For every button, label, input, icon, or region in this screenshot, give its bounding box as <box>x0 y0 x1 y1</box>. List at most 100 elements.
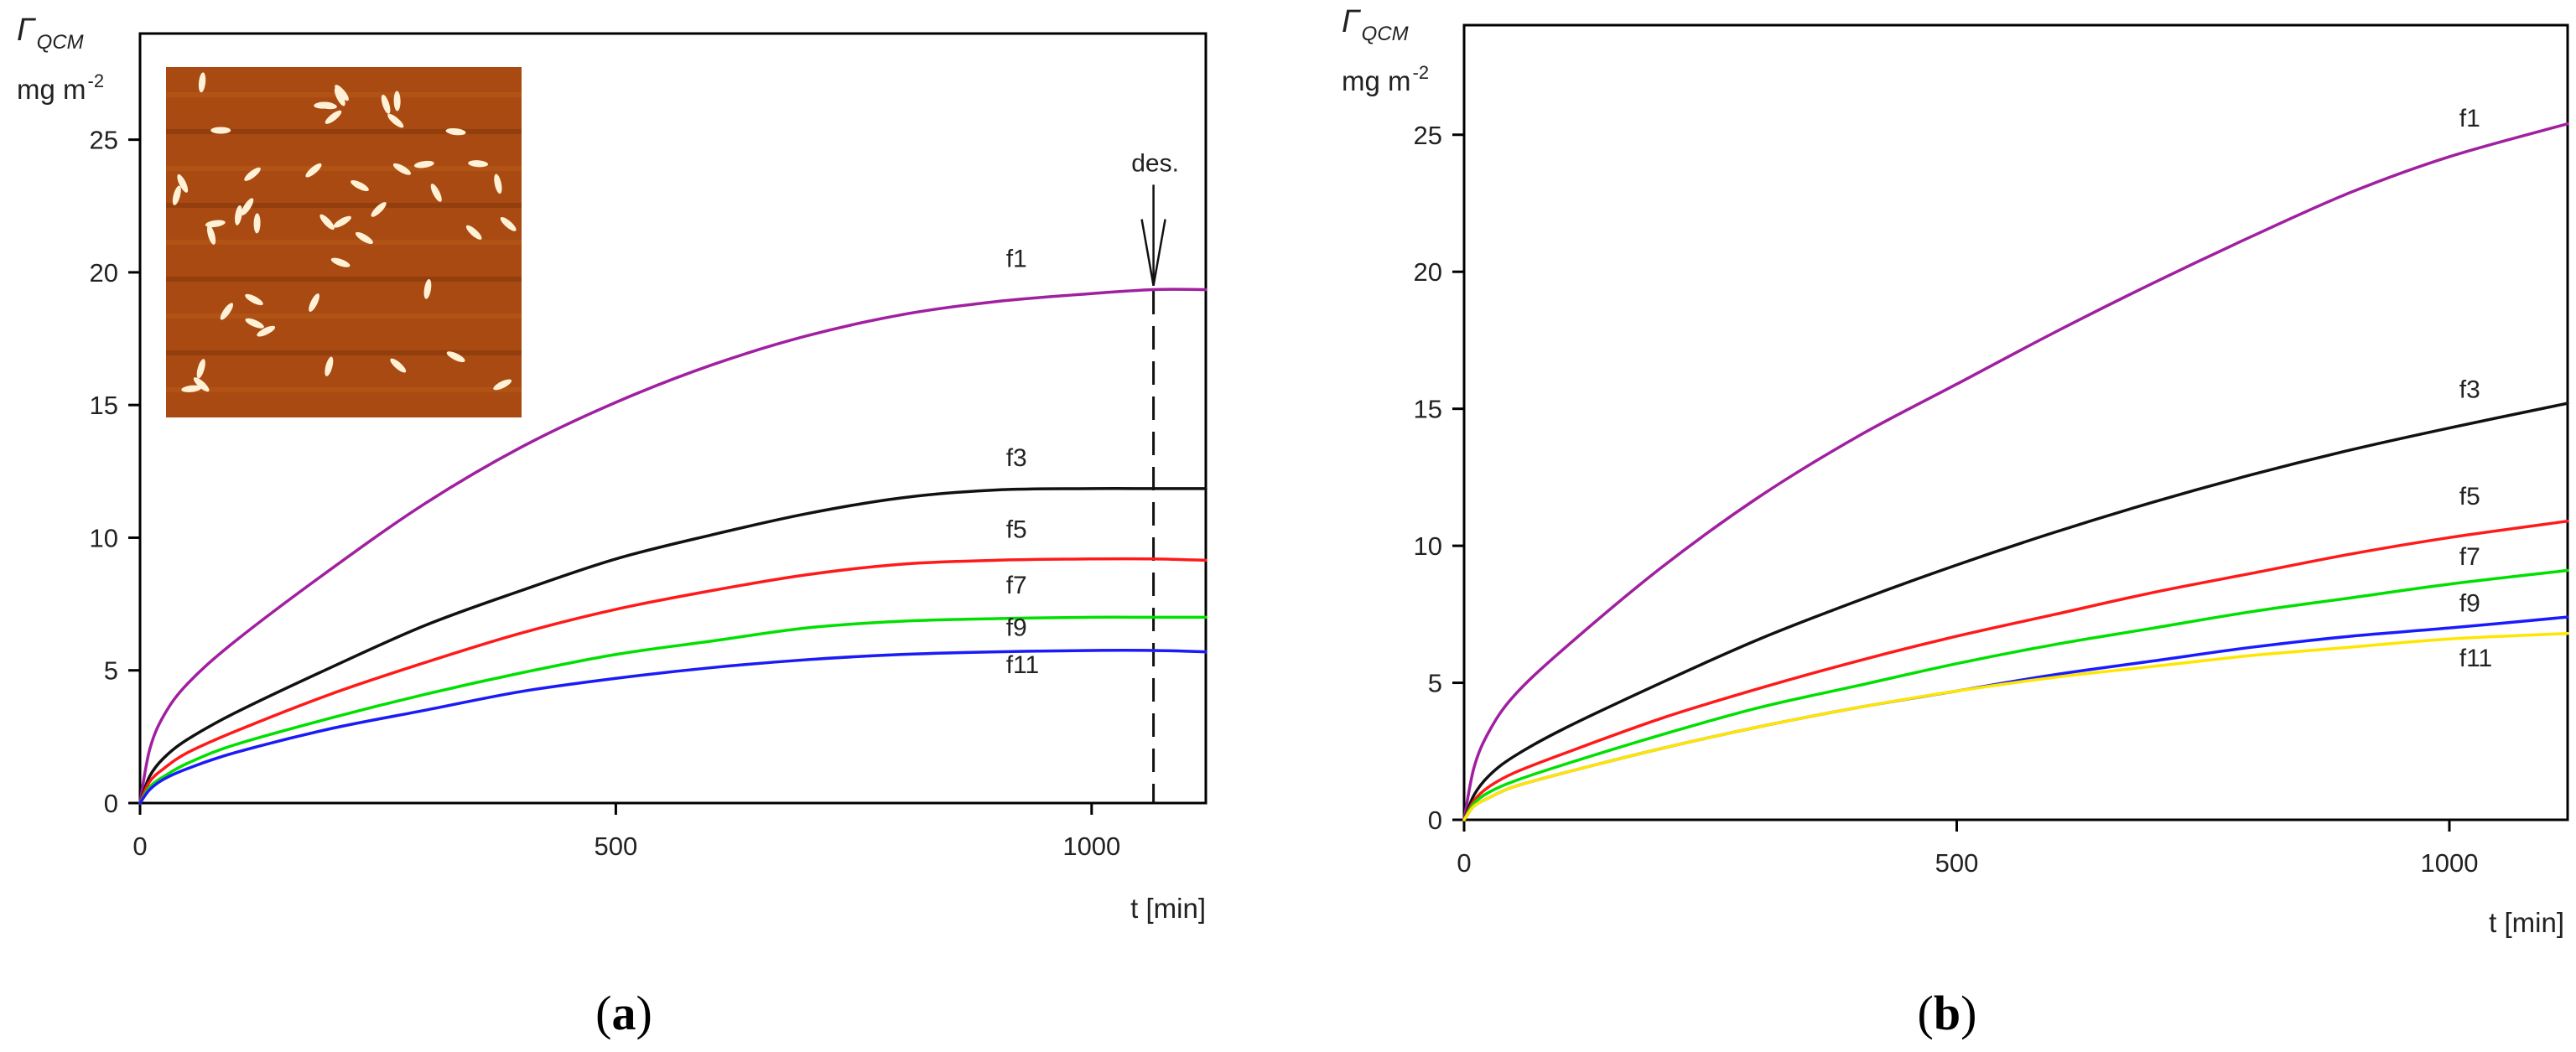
inset-particle <box>172 185 181 205</box>
inset-afm-image <box>166 67 522 417</box>
y-tick-label: 20 <box>1414 257 1442 287</box>
inset-particle <box>392 163 412 175</box>
y-axis-subscript: QCM <box>37 31 84 54</box>
inset-particle <box>371 202 387 217</box>
y-tick-label: 25 <box>1414 121 1442 150</box>
series-label-f1: f1 <box>1006 246 1027 273</box>
inset-particle <box>235 205 242 225</box>
inset-scan-line <box>166 314 522 319</box>
desorption-annotation: des. <box>1131 150 1179 178</box>
series-line-f11 <box>1462 631 2569 821</box>
y-axis-symbol: Γ <box>1342 4 1362 39</box>
inset-particle <box>244 167 261 181</box>
inset-particle <box>445 127 466 136</box>
series-line-f1 <box>1462 122 2569 821</box>
inset-particle <box>196 359 205 379</box>
series-line-f9 <box>1462 615 2569 821</box>
x-tick-label: 1000 <box>2421 848 2479 878</box>
inset-particle <box>253 213 261 234</box>
x-axis-label: t [min] <box>2489 907 2564 938</box>
inset-particle <box>325 356 334 376</box>
y-tick-label: 5 <box>1428 669 1442 698</box>
y-axis-label-symbol: ΓQCM <box>17 13 84 54</box>
y-axis-units-exponent: -2 <box>88 70 105 91</box>
inset-scan-line <box>166 129 522 134</box>
inset-particle <box>500 216 517 231</box>
series-label-f1: f1 <box>2459 105 2480 132</box>
series-line-f5 <box>1462 519 2569 821</box>
panel-label-close: ) <box>1961 986 1976 1040</box>
inset-particle <box>309 293 319 312</box>
inset-scan-line <box>166 277 522 282</box>
series-label-f3: f3 <box>2459 376 2480 404</box>
panel-label-open: ( <box>595 986 611 1040</box>
y-tick-label: 20 <box>90 258 118 288</box>
y-axis-label-units: mg m-2 <box>1342 62 1429 96</box>
inset-particle <box>241 198 254 215</box>
chart-panel-a: 0 5 10 15 20 25 0 500 1000 ΓQCM mg m-2 t [min] des. f… <box>17 13 1208 1040</box>
inset-particle <box>423 278 432 299</box>
inset-particle <box>245 293 263 306</box>
inset-particle <box>333 215 351 228</box>
panel-label-letter: b <box>1934 986 1961 1040</box>
series-label-f5: f5 <box>1006 516 1027 543</box>
x-axis-label: t [min] <box>1130 893 1206 924</box>
plot-frame <box>138 32 1208 805</box>
y-tick-label: 10 <box>1414 531 1442 561</box>
inset-particle <box>177 174 189 193</box>
desorption-arrow-head <box>1140 219 1166 286</box>
panel-label-letter: a <box>612 986 636 1040</box>
y-tick-label: 5 <box>104 656 118 686</box>
y-axis-units-exponent: -2 <box>1413 62 1430 83</box>
series-label-f11: f11 <box>2459 645 2492 672</box>
y-tick-label: 15 <box>1414 395 1442 424</box>
inset-particle <box>413 160 434 168</box>
inset-particle <box>334 87 345 106</box>
inset-particle <box>314 101 335 109</box>
series-label-f5: f5 <box>2459 483 2480 510</box>
y-axis-subscript: QCM <box>1362 23 1409 45</box>
inset-particle <box>193 377 210 392</box>
inset-particle <box>205 220 226 228</box>
inset-particle <box>206 225 216 245</box>
series-line-f3 <box>138 487 1208 805</box>
inset-particle <box>393 91 401 111</box>
chart-panel-b: 0 5 10 15 20 25 0 500 1000 ΓQCM mg m-2 t [min] f1 f3 f… <box>1342 4 2569 1040</box>
y-axis-label-symbol: ΓQCM <box>1342 4 1409 45</box>
x-tick-label: 0 <box>1457 848 1471 878</box>
inset-particle <box>390 358 407 373</box>
y-tick-label: 15 <box>90 391 118 420</box>
panel-label: (b) <box>1918 986 1977 1040</box>
inset-particle <box>446 351 465 362</box>
y-tick-label: 25 <box>90 126 118 155</box>
x-tick-label: 0 <box>132 832 147 861</box>
x-tick-label: 500 <box>595 832 638 861</box>
series-label-f7: f7 <box>2459 543 2480 571</box>
inset-particle <box>210 127 231 134</box>
x-tick-label: 1000 <box>1062 832 1120 861</box>
inset-scan-line <box>166 240 522 245</box>
y-tick-label: 0 <box>104 789 118 818</box>
y-tick-label: 10 <box>90 523 118 552</box>
inset-particle <box>493 379 512 391</box>
series-label-f9: f9 <box>2459 590 2480 618</box>
panel-label-close: ) <box>636 986 652 1040</box>
inset-scan-line <box>166 387 522 392</box>
inset-particle <box>181 385 202 392</box>
plot-frame <box>1462 23 2569 821</box>
panel-label: (a) <box>595 986 652 1040</box>
series-line-f7 <box>1462 568 2569 821</box>
inset-particle <box>355 231 373 244</box>
series-label-f7: f7 <box>1006 572 1027 599</box>
inset-particle <box>330 257 351 267</box>
inset-particle <box>494 174 502 194</box>
inset-scan-line <box>166 166 522 171</box>
inset-particle <box>468 160 489 168</box>
inset-scan-line <box>166 203 522 208</box>
inset-particle <box>319 214 335 231</box>
series-line-f7 <box>138 615 1208 805</box>
inset-particle <box>198 72 206 93</box>
y-axis-label-units: mg m-2 <box>17 70 104 105</box>
series-label-f3: f3 <box>1006 444 1027 472</box>
